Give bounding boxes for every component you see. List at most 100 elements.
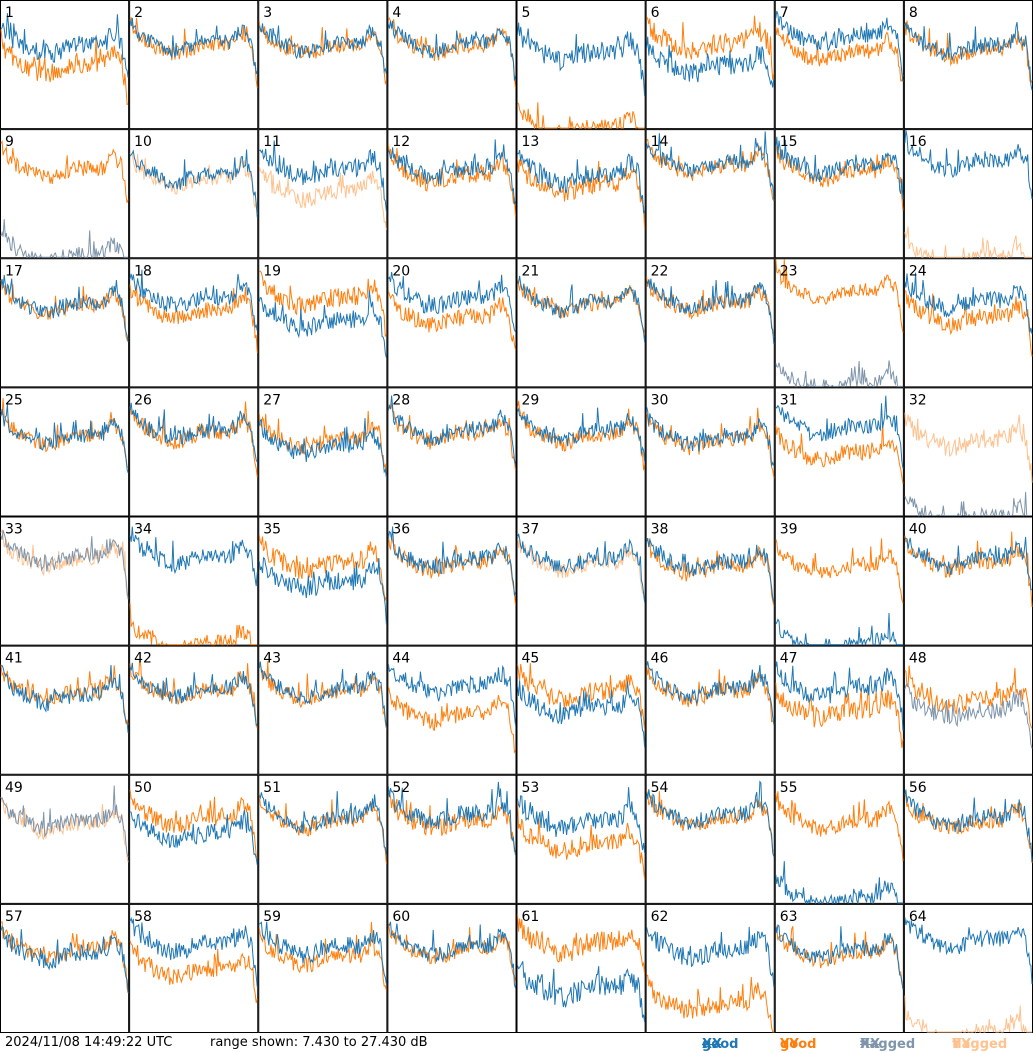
series-xx-good bbox=[775, 612, 903, 647]
series-yy-good bbox=[0, 921, 129, 994]
panel-frame bbox=[129, 645, 259, 775]
series-yy-good bbox=[387, 290, 516, 350]
panel-52: 52 bbox=[387, 774, 517, 904]
panel-2: 2 bbox=[129, 0, 259, 130]
panel-frame bbox=[903, 0, 1033, 130]
panel-label: 58 bbox=[134, 909, 152, 925]
series-xx-flagged bbox=[904, 682, 1033, 749]
panel-frame bbox=[645, 258, 775, 388]
series-xx-good bbox=[646, 278, 775, 345]
series-xx-good bbox=[775, 395, 904, 469]
series-yy-good bbox=[0, 279, 129, 342]
panel-frame bbox=[0, 645, 130, 775]
panel-frame bbox=[645, 645, 775, 775]
panel-label: 64 bbox=[909, 909, 927, 925]
panel-frame bbox=[0, 516, 130, 646]
series-xx-good bbox=[646, 36, 775, 88]
panel-50: 50 bbox=[129, 774, 259, 904]
series-xx-good bbox=[646, 131, 775, 202]
series-xx-flagged bbox=[0, 785, 129, 858]
panel-frame bbox=[774, 516, 904, 646]
series-xx-good bbox=[517, 961, 646, 1023]
series-xx-good bbox=[646, 538, 775, 603]
series-xx-good bbox=[0, 925, 129, 993]
series-xx-good bbox=[258, 418, 387, 478]
panel-frame bbox=[645, 516, 775, 646]
series-xx-good bbox=[904, 130, 1033, 200]
panel-40: 40 bbox=[903, 516, 1033, 646]
panel-frame bbox=[774, 774, 904, 904]
series-xx-good bbox=[387, 139, 516, 205]
series-yy-flagged bbox=[129, 152, 258, 215]
panel-label: 36 bbox=[392, 522, 410, 538]
panel-46: 46 bbox=[645, 645, 775, 775]
series-xx-flagged bbox=[904, 491, 1032, 518]
panel-frame bbox=[0, 387, 130, 517]
panel-frame bbox=[774, 258, 904, 388]
series-yy-good bbox=[517, 278, 646, 335]
range-label: range shown: 7.430 to 27.430 dB bbox=[210, 1035, 428, 1050]
series-xx-flagged bbox=[0, 529, 129, 600]
panel-label: 35 bbox=[263, 522, 281, 538]
panel-frame bbox=[387, 129, 517, 259]
series-yy-good bbox=[646, 538, 775, 606]
series-xx-good bbox=[129, 149, 258, 218]
panel-64: 64 bbox=[903, 903, 1033, 1033]
series-yy-good bbox=[0, 140, 129, 203]
panel-label: 53 bbox=[522, 780, 540, 796]
series-yy-good bbox=[387, 922, 516, 983]
panel-label: 55 bbox=[780, 780, 798, 796]
series-yy-good bbox=[517, 102, 645, 131]
panel-frame bbox=[387, 903, 517, 1033]
panel-label: 11 bbox=[263, 134, 281, 150]
panel-frame bbox=[258, 516, 388, 646]
panel-51: 51 bbox=[258, 774, 388, 904]
series-xx-good bbox=[0, 274, 129, 343]
series-xx-good bbox=[904, 536, 1033, 591]
panel-label: 39 bbox=[780, 522, 798, 538]
series-xx-good bbox=[517, 407, 646, 462]
panel-label: 24 bbox=[909, 263, 927, 279]
panel-4: 4 bbox=[387, 0, 517, 130]
panel-frame bbox=[258, 645, 388, 775]
panel-label: 43 bbox=[263, 651, 281, 667]
series-xx-good bbox=[646, 780, 775, 857]
series-xx-good bbox=[129, 916, 258, 988]
panel-frame bbox=[774, 0, 904, 130]
series-yy-good bbox=[775, 421, 904, 484]
series-yy-good bbox=[904, 665, 1033, 729]
panel-label: 44 bbox=[392, 651, 410, 667]
panel-label: 25 bbox=[5, 392, 23, 408]
panel-label: 23 bbox=[780, 263, 798, 279]
series-yy-flagged bbox=[0, 796, 129, 863]
series-yy-good bbox=[387, 535, 516, 606]
panel-label: 20 bbox=[392, 263, 410, 279]
panel-39: 39 bbox=[774, 516, 904, 647]
panel-label: 4 bbox=[392, 5, 401, 21]
series-yy-flagged bbox=[904, 412, 1033, 483]
panel-label: 60 bbox=[392, 909, 410, 925]
series-yy-good bbox=[775, 791, 904, 862]
series-xx-good bbox=[129, 17, 258, 75]
panel-label: 50 bbox=[134, 780, 152, 796]
panel-frame bbox=[0, 258, 130, 388]
series-xx-good bbox=[775, 136, 904, 200]
legend-flagged-yy-pol: YY bbox=[952, 1037, 971, 1052]
panel-5: 5 bbox=[516, 0, 646, 131]
series-yy-flagged bbox=[258, 165, 387, 230]
series-xx-good bbox=[387, 20, 516, 81]
panel-label: 18 bbox=[134, 263, 152, 279]
panel-35: 35 bbox=[258, 516, 388, 646]
panel-frame bbox=[387, 516, 517, 646]
panel-label: 26 bbox=[134, 392, 152, 408]
panel-frame bbox=[516, 903, 646, 1033]
panel-label: 62 bbox=[651, 909, 669, 925]
panel-label: 29 bbox=[522, 392, 540, 408]
panel-34: 34 bbox=[129, 516, 259, 647]
panel-62: 62 bbox=[645, 903, 775, 1033]
series-yy-good bbox=[517, 913, 646, 975]
series-yy-good bbox=[129, 603, 258, 647]
series-xx-good bbox=[129, 269, 258, 332]
series-yy-good bbox=[129, 940, 258, 1004]
panel-frame bbox=[129, 516, 259, 646]
